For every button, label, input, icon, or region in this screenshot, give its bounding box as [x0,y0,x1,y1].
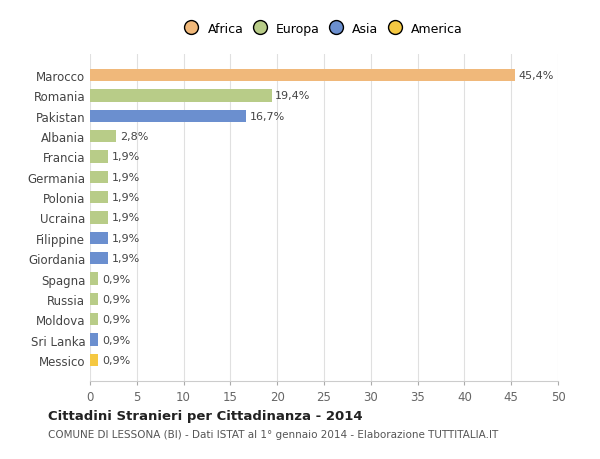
Bar [90,90,272,102]
Bar [90,354,98,366]
Text: Cittadini Stranieri per Cittadinanza - 2014: Cittadini Stranieri per Cittadinanza - 2… [48,409,362,422]
Bar [90,273,98,285]
Text: 1,9%: 1,9% [112,213,140,223]
Text: 16,7%: 16,7% [250,112,286,122]
Text: COMUNE DI LESSONA (BI) - Dati ISTAT al 1° gennaio 2014 - Elaborazione TUTTITALIA: COMUNE DI LESSONA (BI) - Dati ISTAT al 1… [48,429,498,439]
Legend: Africa, Europa, Asia, America: Africa, Europa, Asia, America [181,19,467,39]
Text: 0,9%: 0,9% [102,355,130,365]
Text: 1,9%: 1,9% [112,193,140,203]
Bar [90,212,108,224]
Bar [90,70,515,82]
Text: 1,9%: 1,9% [112,173,140,182]
Text: 2,8%: 2,8% [120,132,148,142]
Bar [90,192,108,204]
Text: 1,9%: 1,9% [112,233,140,243]
Text: 19,4%: 19,4% [275,91,311,101]
Bar [90,293,98,305]
Text: 1,9%: 1,9% [112,254,140,263]
Bar [90,334,98,346]
Bar [90,252,108,265]
Text: 0,9%: 0,9% [102,274,130,284]
Bar [90,111,247,123]
Bar [90,313,98,325]
Bar [90,232,108,244]
Bar [90,171,108,184]
Bar [90,151,108,163]
Text: 0,9%: 0,9% [102,335,130,345]
Text: 0,9%: 0,9% [102,294,130,304]
Text: 0,9%: 0,9% [102,314,130,325]
Text: 1,9%: 1,9% [112,152,140,162]
Text: 45,4%: 45,4% [518,71,554,81]
Bar [90,131,116,143]
